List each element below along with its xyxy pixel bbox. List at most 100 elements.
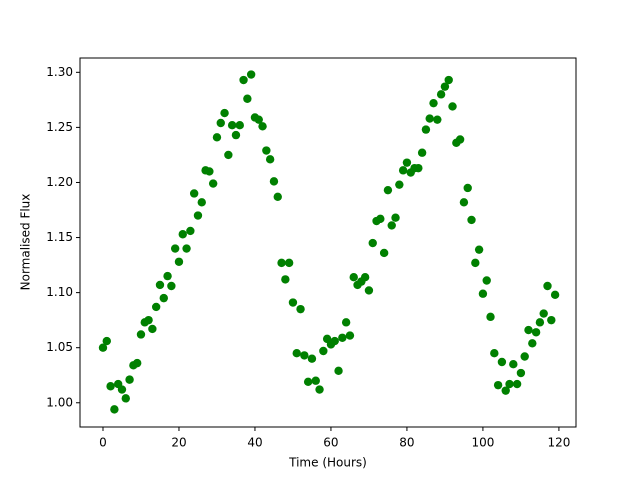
data-point xyxy=(501,386,510,395)
data-point xyxy=(368,238,377,248)
y-tick-label: 1.20 xyxy=(46,175,73,189)
y-tick-label: 1.30 xyxy=(46,65,73,79)
y-tick-label: 1.15 xyxy=(46,230,73,244)
data-point xyxy=(239,75,248,85)
data-point xyxy=(220,108,229,118)
data-point xyxy=(193,211,203,220)
x-tick-label: 80 xyxy=(399,436,414,450)
data-point xyxy=(490,349,499,358)
data-point xyxy=(106,382,115,391)
data-point xyxy=(349,272,358,282)
plot-frame xyxy=(79,57,577,428)
data-point xyxy=(170,244,180,253)
data-point xyxy=(360,272,370,282)
data-point xyxy=(330,336,339,346)
data-point xyxy=(459,198,469,207)
data-point xyxy=(227,120,237,130)
data-point xyxy=(303,377,313,387)
data-point xyxy=(448,102,457,111)
data-point xyxy=(159,293,168,303)
y-axis-label: Normalised Flux xyxy=(19,194,33,291)
data-point xyxy=(539,309,548,318)
y-tick-label: 1.25 xyxy=(46,120,73,134)
data-point xyxy=(334,366,343,376)
data-point xyxy=(98,343,108,352)
data-point xyxy=(151,302,161,312)
data-point xyxy=(387,221,396,230)
data-point xyxy=(543,281,552,291)
data-point xyxy=(121,394,130,403)
data-point xyxy=(144,315,153,325)
data-point xyxy=(243,94,252,103)
data-point xyxy=(444,75,453,85)
data-point xyxy=(212,133,222,142)
data-point xyxy=(110,405,119,414)
data-point xyxy=(440,82,450,91)
data-point xyxy=(376,214,385,224)
data-point xyxy=(102,336,111,346)
data-point xyxy=(505,379,514,389)
x-tick-label: 60 xyxy=(323,436,338,450)
data-point xyxy=(269,177,279,186)
y-tick-label: 1.00 xyxy=(46,395,73,409)
data-point xyxy=(550,290,560,300)
data-point xyxy=(163,271,172,281)
data-point xyxy=(379,248,389,258)
y-tick-label: 1.10 xyxy=(46,285,73,299)
data-point xyxy=(471,258,480,268)
data-point xyxy=(231,130,241,140)
data-point xyxy=(262,146,271,155)
data-point xyxy=(497,357,507,367)
data-point xyxy=(429,98,438,108)
data-point xyxy=(531,328,541,337)
data-point xyxy=(216,118,225,128)
data-point xyxy=(528,339,537,348)
data-point xyxy=(315,385,324,394)
data-point xyxy=(478,289,488,298)
data-point xyxy=(197,198,206,207)
data-point xyxy=(421,125,431,134)
data-point xyxy=(535,318,545,327)
data-point xyxy=(155,280,165,290)
data-point xyxy=(174,257,184,266)
data-point xyxy=(125,375,134,384)
data-point xyxy=(341,318,351,327)
data-point xyxy=(189,189,199,198)
data-point xyxy=(167,281,176,291)
data-point xyxy=(148,324,157,334)
data-point xyxy=(463,183,472,193)
data-point xyxy=(178,230,187,239)
data-point xyxy=(281,275,290,284)
data-point xyxy=(311,376,320,385)
data-point xyxy=(117,385,127,394)
data-point xyxy=(132,358,142,368)
data-point xyxy=(273,192,282,201)
data-point xyxy=(186,226,195,236)
data-point xyxy=(436,90,446,99)
data-point xyxy=(509,360,518,369)
x-tick-label: 120 xyxy=(547,436,570,450)
data-point xyxy=(246,70,256,79)
data-point xyxy=(182,244,191,253)
data-point xyxy=(402,158,412,167)
x-tick-label: 100 xyxy=(471,436,494,450)
data-point xyxy=(307,354,317,363)
data-point xyxy=(208,179,218,188)
data-point xyxy=(467,215,476,225)
data-point xyxy=(296,304,305,314)
data-point xyxy=(235,120,244,130)
data-point xyxy=(433,115,442,124)
data-point xyxy=(512,379,522,389)
data-point xyxy=(288,298,298,307)
data-point xyxy=(391,213,400,222)
data-point xyxy=(277,258,286,268)
data-point xyxy=(319,346,328,356)
data-point xyxy=(455,135,465,144)
data-point xyxy=(417,148,427,157)
data-point xyxy=(292,349,301,358)
data-point xyxy=(254,115,263,124)
data-point xyxy=(136,330,146,339)
data-point xyxy=(284,258,294,268)
data-point xyxy=(425,114,434,123)
